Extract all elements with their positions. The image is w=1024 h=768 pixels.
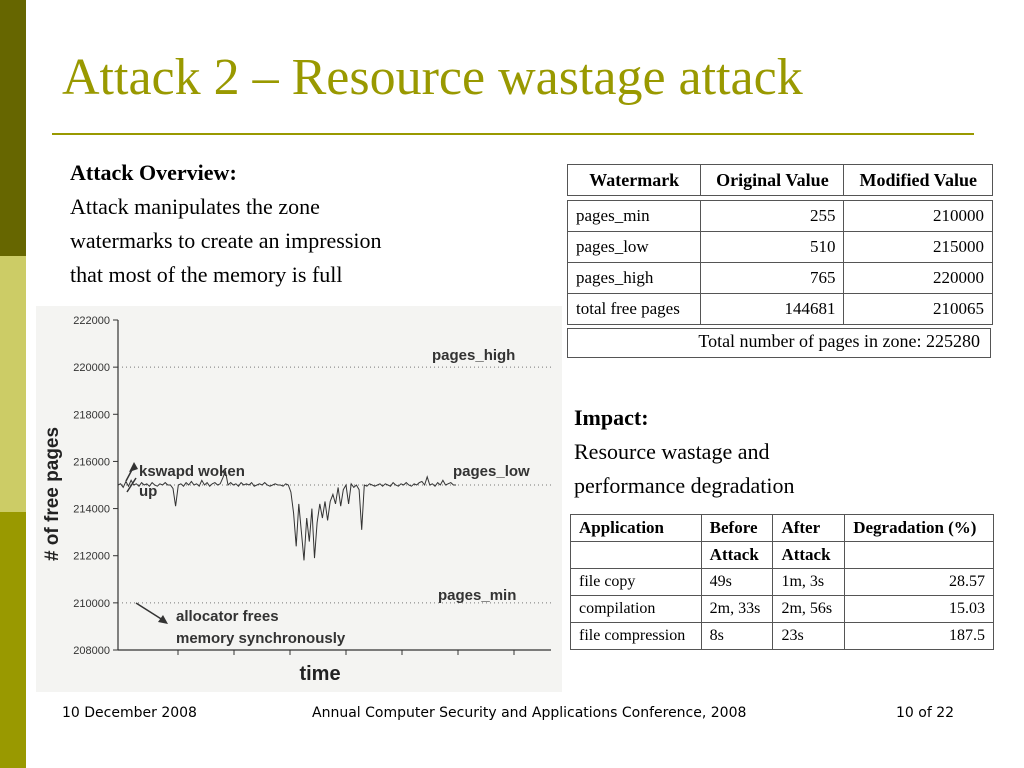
table-cell: 255 (700, 200, 845, 232)
table-cell: file copy (570, 568, 702, 596)
footer-date: 10 December 2008 (62, 705, 197, 721)
table-cell: 8s (700, 622, 774, 650)
table-cell: pages_high (566, 262, 702, 294)
table-cell: 2m, 56s (772, 595, 846, 623)
table-cell: 15.03 (844, 595, 994, 623)
table-cell: 1m, 3s (772, 568, 846, 596)
footer-conference: Annual Computer Security and Application… (312, 705, 747, 721)
table-row: pages_min 255 210000 (566, 200, 993, 232)
table-cell: pages_low (566, 231, 702, 263)
table-cell: 23s (772, 622, 846, 650)
attack-overview: Attack Overview: Attack manipulates the … (70, 156, 510, 292)
table-header-cell (570, 541, 702, 569)
table-header-cell (844, 541, 994, 569)
table-header-cell: Attack (772, 541, 846, 569)
table-cell: compilation (570, 595, 702, 623)
y-tick-label: 210000 (73, 598, 110, 610)
table-cell: total free pages (566, 293, 702, 325)
impact-line: performance degradation (574, 473, 795, 498)
overview-heading: Attack Overview: (70, 160, 237, 185)
table-subheader-row: Attack Attack (570, 541, 994, 569)
free-pages-series-line (117, 469, 456, 561)
y-tick-label: 218000 (73, 409, 110, 421)
table-cell: 144681 (700, 293, 845, 325)
table-header-cell: Degradation (%) (844, 514, 994, 542)
allocator-arrowhead (158, 615, 168, 624)
x-ticks (177, 650, 571, 655)
y-ticks: 222000 220000 218000 216000 214000 212000 2100… (73, 315, 118, 657)
table-row: file copy 49s 1m, 3s 28.57 (570, 568, 994, 596)
table-header-cell: Attack (700, 541, 774, 569)
kswapd-annotation-line1: kswapd woken (139, 463, 245, 480)
table-cell: file compression (570, 622, 702, 650)
table-row: compilation 2m, 33s 2m, 56s 15.03 (570, 595, 994, 623)
pages-min-label: pages_min (438, 587, 516, 604)
y-tick-label: 212000 (73, 551, 110, 563)
sidebar-band-dark (0, 0, 26, 256)
table-row: total free pages 144681 210065 (566, 293, 993, 325)
table-cell: pages_min (566, 200, 702, 232)
sidebar-band-light (0, 256, 26, 512)
table-header-cell: Original Value (700, 164, 845, 196)
footer-page-number: 10 of 22 (896, 705, 955, 721)
table-header-row: Watermark Original Value Modified Value (566, 164, 993, 196)
table-header-cell: Watermark (566, 164, 702, 196)
table-cell: 2m, 33s (700, 595, 774, 623)
free-pages-chart: 222000 220000 218000 216000 214000 212000 2100… (36, 306, 571, 692)
overview-line: Attack manipulates the zone (70, 194, 320, 219)
sidebar-band-mid (0, 512, 26, 768)
table-header-cell: Modified Value (843, 164, 993, 196)
y-tick-label: 214000 (73, 504, 110, 516)
kswapd-arrow (126, 477, 137, 493)
reference-lines (118, 366, 551, 604)
overview-line: that most of the memory is full (70, 262, 343, 287)
table-cell: 49s (700, 568, 774, 596)
allocator-annotation-line1: allocator frees (176, 608, 279, 625)
table-cell: 220000 (843, 262, 993, 294)
table-header-cell: Application (570, 514, 702, 542)
table-row: pages_low 510 215000 (566, 231, 993, 263)
impact-line: Resource wastage and (574, 439, 770, 464)
kswapd-arrow-shaft (125, 465, 135, 482)
y-tick-label: 216000 (73, 456, 110, 468)
table-row: pages_high 765 220000 (566, 262, 993, 294)
y-tick-label: 208000 (73, 645, 110, 657)
title-divider (52, 133, 974, 135)
x-axis-label: time (299, 663, 340, 685)
table-cell: 210000 (843, 200, 993, 232)
table-cell: 187.5 (844, 622, 994, 650)
table-header-row: Application Before After Degradation (%) (570, 514, 994, 542)
y-tick-label: 220000 (73, 362, 110, 374)
table-cell: 210065 (843, 293, 993, 325)
watermark-table: Watermark Original Value Modified Value … (566, 164, 993, 325)
overview-line: watermarks to create an impression (70, 228, 382, 253)
y-tick-label: 222000 (73, 315, 110, 327)
total-pages-note: Total number of pages in zone: 225280 (567, 328, 991, 358)
table-header-cell: Before (700, 514, 774, 542)
impact-heading: Impact: (574, 405, 649, 430)
table-cell: 28.57 (844, 568, 994, 596)
table-row: file compression 8s 23s 187.5 (570, 622, 994, 650)
allocator-annotation-line2: memory synchronously (176, 630, 346, 647)
pages-high-label: pages_high (432, 347, 515, 364)
table-cell: 215000 (843, 231, 993, 263)
table-header-cell: After (772, 514, 846, 542)
degradation-table: Application Before After Degradation (%)… (570, 514, 994, 650)
y-axis-label: # of free pages (42, 427, 63, 561)
table-cell: 765 (700, 262, 845, 294)
table-cell: 510 (700, 231, 845, 263)
pages-low-label: pages_low (453, 463, 530, 480)
impact-section: Impact: Resource wastage and performance… (574, 401, 974, 503)
kswapd-annotation-line2: up (139, 483, 157, 500)
chart-svg: 222000 220000 218000 216000 214000 212000 2100… (42, 315, 571, 685)
slide-title: Attack 2 – Resource wastage attack (62, 49, 803, 106)
sidebar-decoration (0, 0, 26, 768)
